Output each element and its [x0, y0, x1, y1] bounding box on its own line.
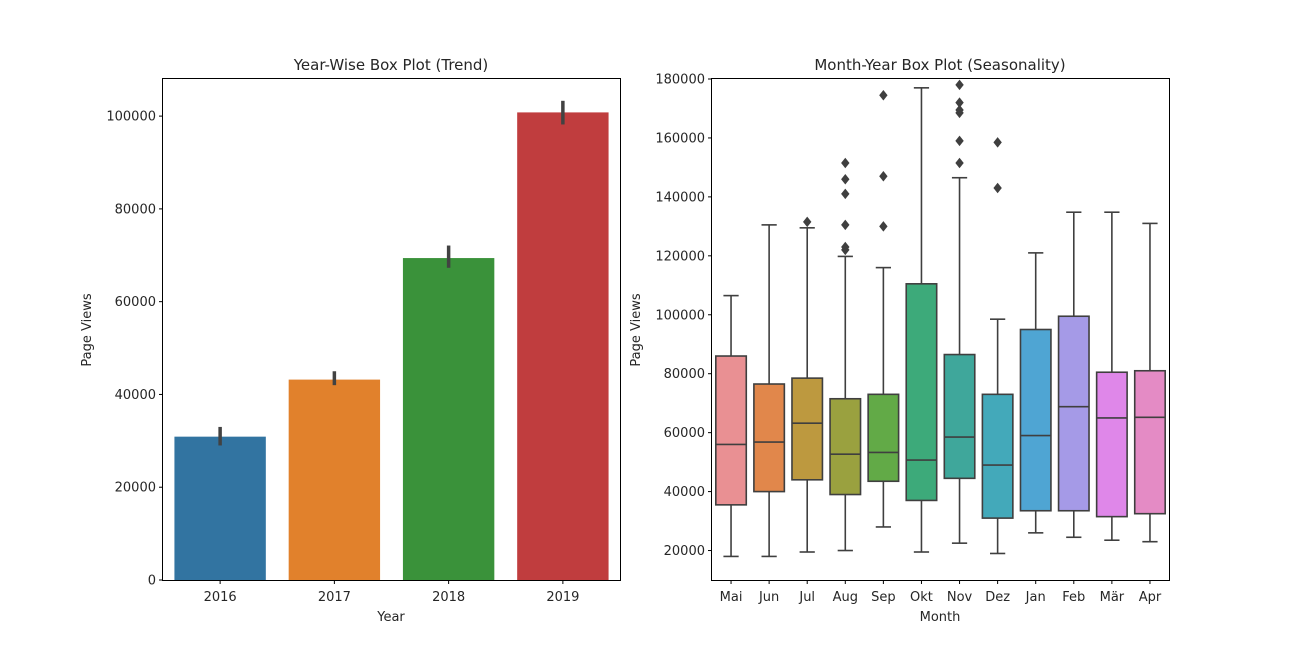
box-body-Okt — [905, 283, 938, 502]
box-Sep — [867, 89, 900, 528]
box-body-Sep — [867, 393, 900, 483]
outlier-Nov-0 — [955, 157, 964, 169]
box-Jun — [753, 224, 786, 558]
outlier-Aug-1 — [841, 241, 850, 253]
outlier-Jul-0 — [803, 216, 812, 228]
outlier-Nov-1 — [955, 135, 964, 147]
y-tick-label-20000: 20000 — [664, 544, 705, 559]
box-Mai — [715, 294, 748, 558]
box-plot-ylabel: Page Views — [629, 293, 644, 366]
outlier-Aug-5 — [841, 157, 850, 169]
outlier-Aug-4 — [841, 173, 850, 185]
box-body-Aug — [829, 397, 862, 496]
y-tick-label-100000: 100000 — [655, 308, 705, 323]
x-tick-label-Sep: Sep — [871, 590, 896, 605]
bar-marks — [174, 100, 609, 581]
outlier-Sep-0 — [879, 221, 888, 232]
y-tick-label-40000: 40000 — [664, 485, 705, 500]
outlier-Nov-4 — [955, 97, 964, 108]
x-tick-label-Jul: Jul — [798, 590, 815, 605]
y-tick-label-160000: 160000 — [655, 131, 705, 146]
x-tick-label-Dez: Dez — [985, 590, 1010, 605]
bar-2016 — [174, 436, 266, 580]
x-tick-label-Mai: Mai — [720, 590, 743, 605]
box-body-Apr — [1133, 369, 1166, 515]
x-tick-label-Aug: Aug — [833, 590, 858, 605]
x-tick-label-Nov: Nov — [947, 590, 973, 605]
year-bar-chart: Year-Wise Box Plot (Trend) Year Page Vie… — [80, 56, 621, 625]
box-Dez — [981, 137, 1014, 555]
y-tick-label-20000: 20000 — [115, 481, 156, 496]
outlier-Sep-2 — [879, 89, 888, 101]
y-tick-label-60000: 60000 — [115, 295, 156, 310]
box-Apr — [1133, 222, 1166, 543]
bar-plot-frame — [162, 78, 621, 581]
box-body-Mai — [715, 355, 748, 506]
x-tick-label-2019: 2019 — [546, 590, 579, 605]
bar-chart-xlabel: Year — [376, 610, 405, 625]
box-plot-title: Month-Year Box Plot (Seasonality) — [814, 56, 1065, 74]
box-Jul — [791, 216, 824, 553]
outlier-Nov-3 — [955, 104, 964, 116]
y-tick-label-100000: 100000 — [106, 110, 156, 125]
x-tick-label-Jun: Jun — [758, 590, 779, 605]
outlier-Sep-1 — [879, 171, 888, 182]
bar-ticks: 2016 2017 2018 2019 0 20000 40000 60000 80000 100… — [106, 110, 579, 605]
outlier-Nov-5 — [955, 79, 964, 91]
y-tick-label-0: 0 — [148, 574, 156, 589]
x-tick-label-Feb: Feb — [1062, 590, 1085, 605]
y-tick-label-140000: 140000 — [655, 190, 705, 205]
box-ticks: Mai Jun Jul Aug Sep Okt Nov Dez Jan Feb Mär Apr 2000… — [655, 73, 1161, 606]
bar-chart-title: Year-Wise Box Plot (Trend) — [293, 56, 489, 74]
outlier-Aug-3 — [841, 188, 850, 200]
x-tick-label-Okt: Okt — [910, 590, 933, 605]
box-Jan — [1019, 252, 1052, 534]
y-tick-label-180000: 180000 — [655, 73, 705, 88]
box-body-Jan — [1019, 328, 1052, 512]
bar-2017 — [288, 379, 381, 580]
x-tick-label-Apr: Apr — [1139, 590, 1162, 605]
y-tick-label-80000: 80000 — [664, 367, 705, 382]
x-tick-label-2018: 2018 — [432, 590, 465, 605]
box-plot-xlabel: Month — [920, 610, 961, 625]
box-body-Jul — [791, 377, 824, 481]
box-Mär — [1095, 211, 1128, 542]
x-tick-label-Mär: Mär — [1100, 590, 1125, 605]
box-body-Nov — [943, 353, 976, 480]
box-marks — [715, 79, 1166, 558]
bar-2018 — [402, 258, 495, 580]
box-body-Mär — [1095, 371, 1128, 518]
y-tick-label-120000: 120000 — [655, 249, 705, 264]
x-tick-label-Jan: Jan — [1025, 590, 1046, 605]
outlier-Dez-0 — [993, 182, 1002, 194]
box-body-Dez — [981, 393, 1014, 519]
month-box-plot: Month-Year Box Plot (Seasonality) Month … — [629, 56, 1170, 625]
box-Nov — [943, 79, 976, 544]
bar-chart-ylabel: Page Views — [80, 293, 95, 366]
box-Okt — [905, 87, 938, 553]
box-body-Feb — [1057, 315, 1090, 512]
y-tick-label-80000: 80000 — [115, 202, 156, 217]
x-tick-label-2016: 2016 — [204, 590, 237, 605]
y-tick-label-60000: 60000 — [664, 426, 705, 441]
outlier-Dez-1 — [993, 137, 1002, 148]
y-tick-label-40000: 40000 — [115, 388, 156, 403]
box-Aug — [829, 157, 862, 552]
box-body-Jun — [753, 383, 786, 493]
outlier-Aug-2 — [841, 219, 850, 231]
box-Feb — [1057, 211, 1090, 539]
x-tick-label-2017: 2017 — [318, 590, 351, 605]
box-plot-frame — [711, 78, 1170, 581]
bar-2019 — [517, 112, 609, 581]
